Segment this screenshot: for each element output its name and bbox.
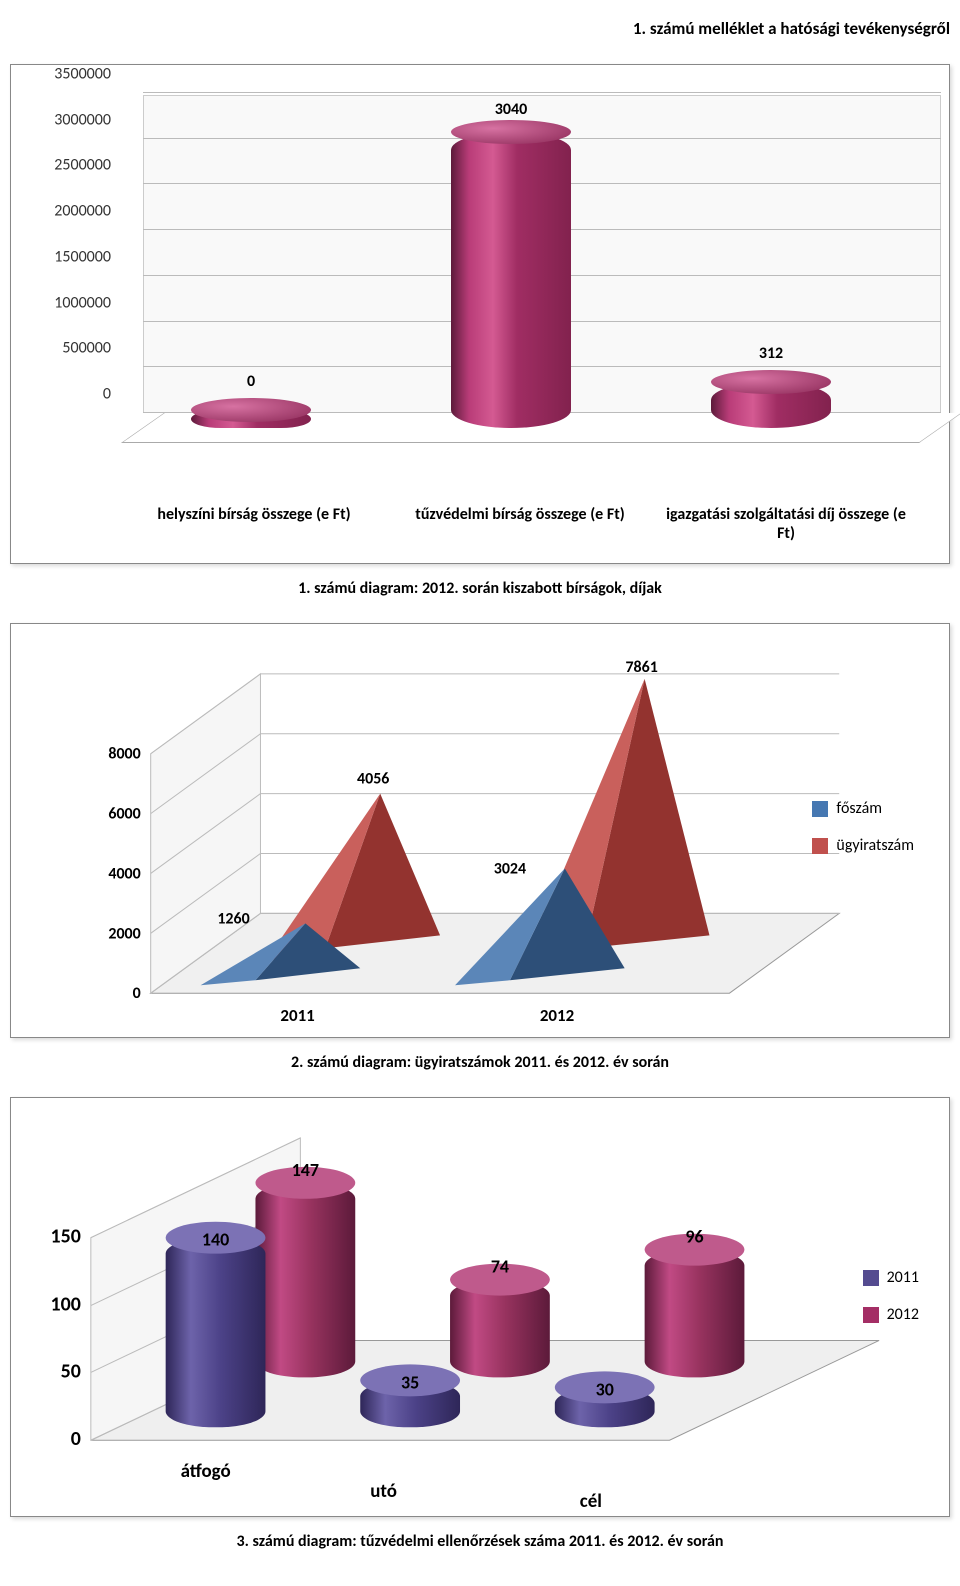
chart3-cyl-cel-2011: 30 — [555, 1371, 655, 1427]
ytick: 8000 — [108, 745, 140, 764]
legend-label: főszám — [836, 799, 882, 818]
chart3-caption: 3. számú diagram: tűzvédelmi ellenőrzése… — [0, 1532, 960, 1551]
xlabel: 2011 — [280, 1005, 314, 1026]
value-label: 140 — [202, 1229, 229, 1251]
chart3-cyl-cel-2012: 96 — [645, 1226, 745, 1378]
chart3-cyl-uto-2011: 35 — [360, 1364, 460, 1427]
value-label: 96 — [685, 1226, 703, 1248]
swatch-icon — [812, 838, 828, 854]
chart3-cyl-atfogo-2011: 140 — [166, 1222, 266, 1428]
value-label: 35 — [401, 1371, 419, 1393]
value-label: 7861 — [625, 658, 657, 677]
legend-item-2012: 2012 — [863, 1305, 919, 1324]
ytick: 100 — [51, 1293, 81, 1317]
bar-value: 312 — [711, 344, 831, 363]
xlabel: utó — [370, 1480, 397, 1503]
xlabel: igazgatási szolgáltatási díj összege (e … — [653, 505, 919, 543]
xlabel: tűzvédelmi bírság összege (e Ft) — [387, 505, 653, 543]
value-label: 3024 — [494, 859, 526, 878]
ytick: 6000 — [108, 805, 140, 824]
chart1-bar-0: 0 — [191, 410, 311, 428]
value-label: 1260 — [217, 909, 249, 928]
ytick: 0 — [133, 984, 141, 1003]
chart3-cyl-atfogo-2012: 147 — [255, 1159, 355, 1378]
chart1-bar-1: 3040 — [451, 132, 571, 428]
value-label: 4056 — [357, 770, 389, 789]
chart3-frame: 0 50 100 150 147 140 átfogó 74 35 u — [10, 1097, 950, 1517]
legend-item-foszam: főszám — [812, 799, 914, 818]
chart1-frame: 0 500000 1000000 1500000 2000000 2500000… — [10, 64, 950, 564]
swatch-icon — [863, 1307, 879, 1323]
ytick: 3500000 — [16, 65, 111, 84]
chart2-caption: 2. számú diagram: ügyiratszámok 2011. és… — [0, 1053, 960, 1072]
chart3-legend: 2011 2012 — [863, 1268, 919, 1324]
xlabel: 2012 — [540, 1005, 574, 1026]
xlabel: átfogó — [181, 1460, 231, 1483]
ytick: 500000 — [16, 339, 111, 358]
legend-label: 2012 — [887, 1305, 919, 1324]
legend-item-ugyirat: ügyiratszám — [812, 836, 914, 855]
chart1-caption: 1. számú diagram: 2012. során kiszabott … — [0, 579, 960, 598]
ytick: 2000 — [108, 924, 140, 943]
ytick: 3000000 — [16, 110, 111, 129]
value-label: 30 — [596, 1378, 614, 1400]
page-title: 1. számú melléklet a hatósági tevékenysé… — [0, 10, 960, 64]
ytick: 0 — [71, 1427, 81, 1451]
ytick: 150 — [51, 1225, 81, 1249]
ytick: 2500000 — [16, 156, 111, 175]
chart2-svg: 0 2000 4000 6000 8000 2011 2012 4056 126… — [11, 624, 949, 1038]
chart1-plot: 0 500000 1000000 1500000 2000000 2500000… — [121, 95, 919, 443]
legend-label: 2011 — [887, 1268, 919, 1287]
chart3-cyl-uto-2012: 74 — [450, 1256, 550, 1378]
ytick: 1000000 — [16, 293, 111, 312]
bar-value: 3040 — [451, 100, 571, 119]
xlabel: helyszíni bírság összege (e Ft) — [121, 505, 387, 543]
ytick: 2000000 — [16, 202, 111, 221]
chart3-svg: 0 50 100 150 147 140 átfogó 74 35 u — [11, 1098, 949, 1517]
swatch-icon — [812, 801, 828, 817]
chart2-legend: főszám ügyiratszám — [812, 799, 914, 855]
legend-label: ügyiratszám — [836, 836, 914, 855]
ytick: 4000 — [108, 864, 140, 883]
ytick: 1500000 — [16, 247, 111, 266]
chart1-bar-2: 312 — [711, 382, 831, 428]
value-label: 147 — [292, 1159, 319, 1181]
chart2-frame: 0 2000 4000 6000 8000 2011 2012 4056 126… — [10, 623, 950, 1038]
xlabel: cél — [580, 1490, 602, 1513]
legend-item-2011: 2011 — [863, 1268, 919, 1287]
swatch-icon — [863, 1270, 879, 1286]
chart1-xaxis: helyszíni bírság összege (e Ft) tűzvédel… — [121, 505, 919, 543]
bar-value: 0 — [191, 372, 311, 391]
ytick: 0 — [16, 385, 111, 404]
value-label: 74 — [491, 1256, 509, 1278]
ytick: 50 — [61, 1359, 81, 1383]
